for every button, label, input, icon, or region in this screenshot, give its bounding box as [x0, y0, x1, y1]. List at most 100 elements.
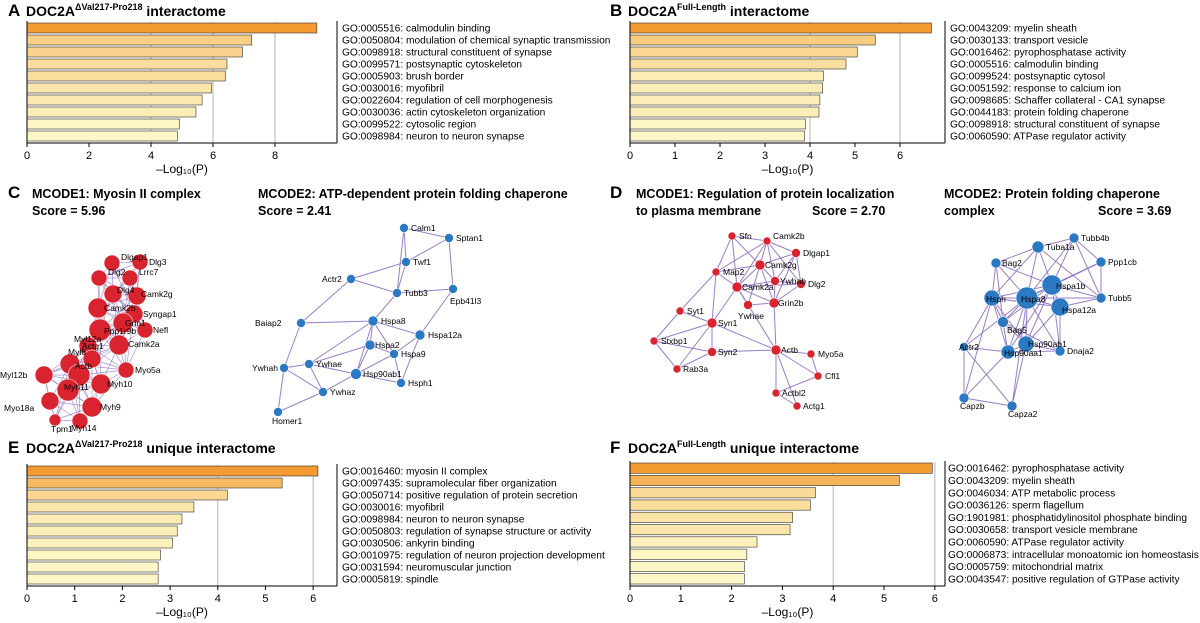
network-node-label: Syn2: [718, 347, 738, 357]
panel-F-header: F DOC2AFull-Length unique interactome: [610, 438, 859, 457]
network-node-label: Map2: [723, 267, 745, 277]
panel-letter-D: D: [610, 183, 622, 202]
network-node-label: Ywhaz: [330, 387, 356, 397]
x-tick-label: 4: [215, 593, 221, 605]
network-node-label: Hsp90aa1: [1004, 348, 1043, 358]
bar: [629, 536, 758, 548]
network-node-label: Hsp90ab1: [1028, 339, 1067, 349]
bar: [26, 477, 283, 489]
panel-F-title: DOC2AFull-Length unique interactome: [628, 439, 859, 456]
network-edge: [308, 363, 357, 375]
network-node: [318, 387, 328, 397]
network-node-label: Camk2g: [141, 289, 173, 299]
network-edge: [1007, 284, 1053, 353]
x-tick-label: 6: [897, 150, 903, 162]
bar-term-label: GO:0030506: ankyrin binding: [342, 539, 475, 550]
network-edge: [747, 264, 761, 306]
network-node: [127, 286, 147, 306]
network-edge: [355, 373, 402, 384]
network-node: [448, 284, 458, 294]
network-node-label: Bag2: [1002, 258, 1022, 268]
network-node: [796, 279, 806, 289]
network-node: [768, 297, 780, 309]
network-node: [672, 364, 682, 374]
x-tick-label: 1: [72, 593, 78, 605]
bar: [629, 34, 876, 46]
network-node-label: Hspa8: [1021, 294, 1046, 304]
bar-term-label: GO:0050714: positive regulation of prote…: [342, 491, 578, 502]
network-node-label: Myo18a: [4, 403, 35, 413]
bar-term-label: GO:0030016: myofibril: [342, 84, 444, 95]
network-node-label: Syt1: [687, 306, 704, 316]
network-node: [90, 269, 108, 287]
network-edge: [731, 235, 738, 288]
x-tick-label: 0: [24, 150, 30, 162]
network-node: [34, 365, 54, 385]
network-edge: [372, 320, 421, 336]
network-node: [754, 259, 766, 271]
x-tick-label: 5: [881, 593, 887, 605]
network-node-label: Grin1: [125, 318, 146, 328]
bar-term-label: GO:0050803: regulation of synapse struct…: [342, 527, 592, 538]
network-edge: [759, 264, 775, 304]
network-edge: [963, 397, 1013, 407]
network-node: [103, 284, 123, 304]
network-node-label: Dlg4: [117, 285, 135, 295]
panel-A-header: A DOC2AΔVal217-Pro218 interactome: [8, 1, 226, 20]
network-edge: [396, 261, 407, 294]
bar-term-label: GO:0005516: calmodulin binding: [342, 24, 491, 35]
network-node-label: Hspa1b: [1056, 281, 1086, 291]
x-tick-label: 2: [86, 150, 92, 162]
network-edge: [1011, 343, 1027, 407]
network-node-label: Dlgap1: [803, 248, 830, 258]
bar-term-label: GO:1901981: phosphatidylinositol phospha…: [948, 513, 1187, 524]
bar-term-label: GO:0044183: protein folding chaperone: [950, 108, 1129, 119]
bar-term-label: GO:0098918: structural constituent of sy…: [950, 120, 1160, 131]
bar: [629, 548, 748, 560]
network-node-label: Hsph1: [408, 378, 433, 388]
network-edge: [393, 353, 402, 384]
network-node-label: Myh11: [64, 382, 89, 392]
network-node: [396, 378, 406, 388]
bar-chart-E: GO:0016460: myosin II complexGO:0097435:…: [24, 464, 605, 619]
network-edge: [731, 235, 761, 266]
network-edge: [350, 278, 398, 294]
panel-E-title: DOC2AΔVal217-Pro218 unique interactome: [26, 439, 276, 456]
bar: [26, 525, 178, 537]
network-nodes: Tubb4b Tuba1a Ppp1cb Bag2 Hspa1b Hsph Hspa8 Tub…: [958, 232, 1137, 419]
network-node-label: Capzb: [960, 401, 985, 411]
network-3: Sfn Camk2b Dlgap1 Camk2g Map2 Camk2a Ywhab Dlg2…: [649, 231, 844, 411]
network-node: [1015, 286, 1039, 310]
network-node: [983, 289, 1001, 307]
network-node: [997, 316, 1009, 328]
panel-letter-C: C: [8, 183, 20, 202]
network-C1-title: MCODE1: Myosin II complex: [32, 187, 201, 201]
bar: [629, 499, 811, 511]
network-node-label: Myo5a: [818, 349, 844, 359]
network-node: [88, 318, 112, 342]
network-edge: [731, 235, 768, 242]
bar: [629, 130, 805, 142]
bar-term-label: GO:0097435: supramolecular fiber organiz…: [342, 479, 557, 490]
network-node: [103, 254, 121, 272]
network-node-label: Syn1: [718, 318, 738, 328]
bar-term-label: GO:0031594: neuromuscular junction: [342, 563, 511, 574]
bar-term-label: GO:0043209: myelin sheath: [948, 476, 1075, 487]
x-axis-label: –Log₁₀(P): [156, 162, 208, 176]
bar: [629, 82, 823, 94]
x-axis-label: –Log₁₀(P): [762, 162, 814, 176]
network-node: [770, 276, 780, 286]
network-node-label: Camk2b: [104, 303, 136, 313]
network-edge: [405, 237, 450, 263]
panel-B-title: DOC2AFull-Length interactome: [628, 2, 809, 19]
network-edge: [400, 334, 421, 384]
bar-term-label: GO:0016462: pyrophosphatase activity: [948, 464, 1125, 475]
network-node: [112, 312, 134, 334]
network-edge: [300, 278, 352, 324]
network-node: [82, 349, 102, 369]
network-edge: [1026, 237, 1075, 299]
network-node: [792, 401, 802, 411]
network-edge: [711, 271, 717, 324]
x-tick-label: 5: [852, 150, 858, 162]
